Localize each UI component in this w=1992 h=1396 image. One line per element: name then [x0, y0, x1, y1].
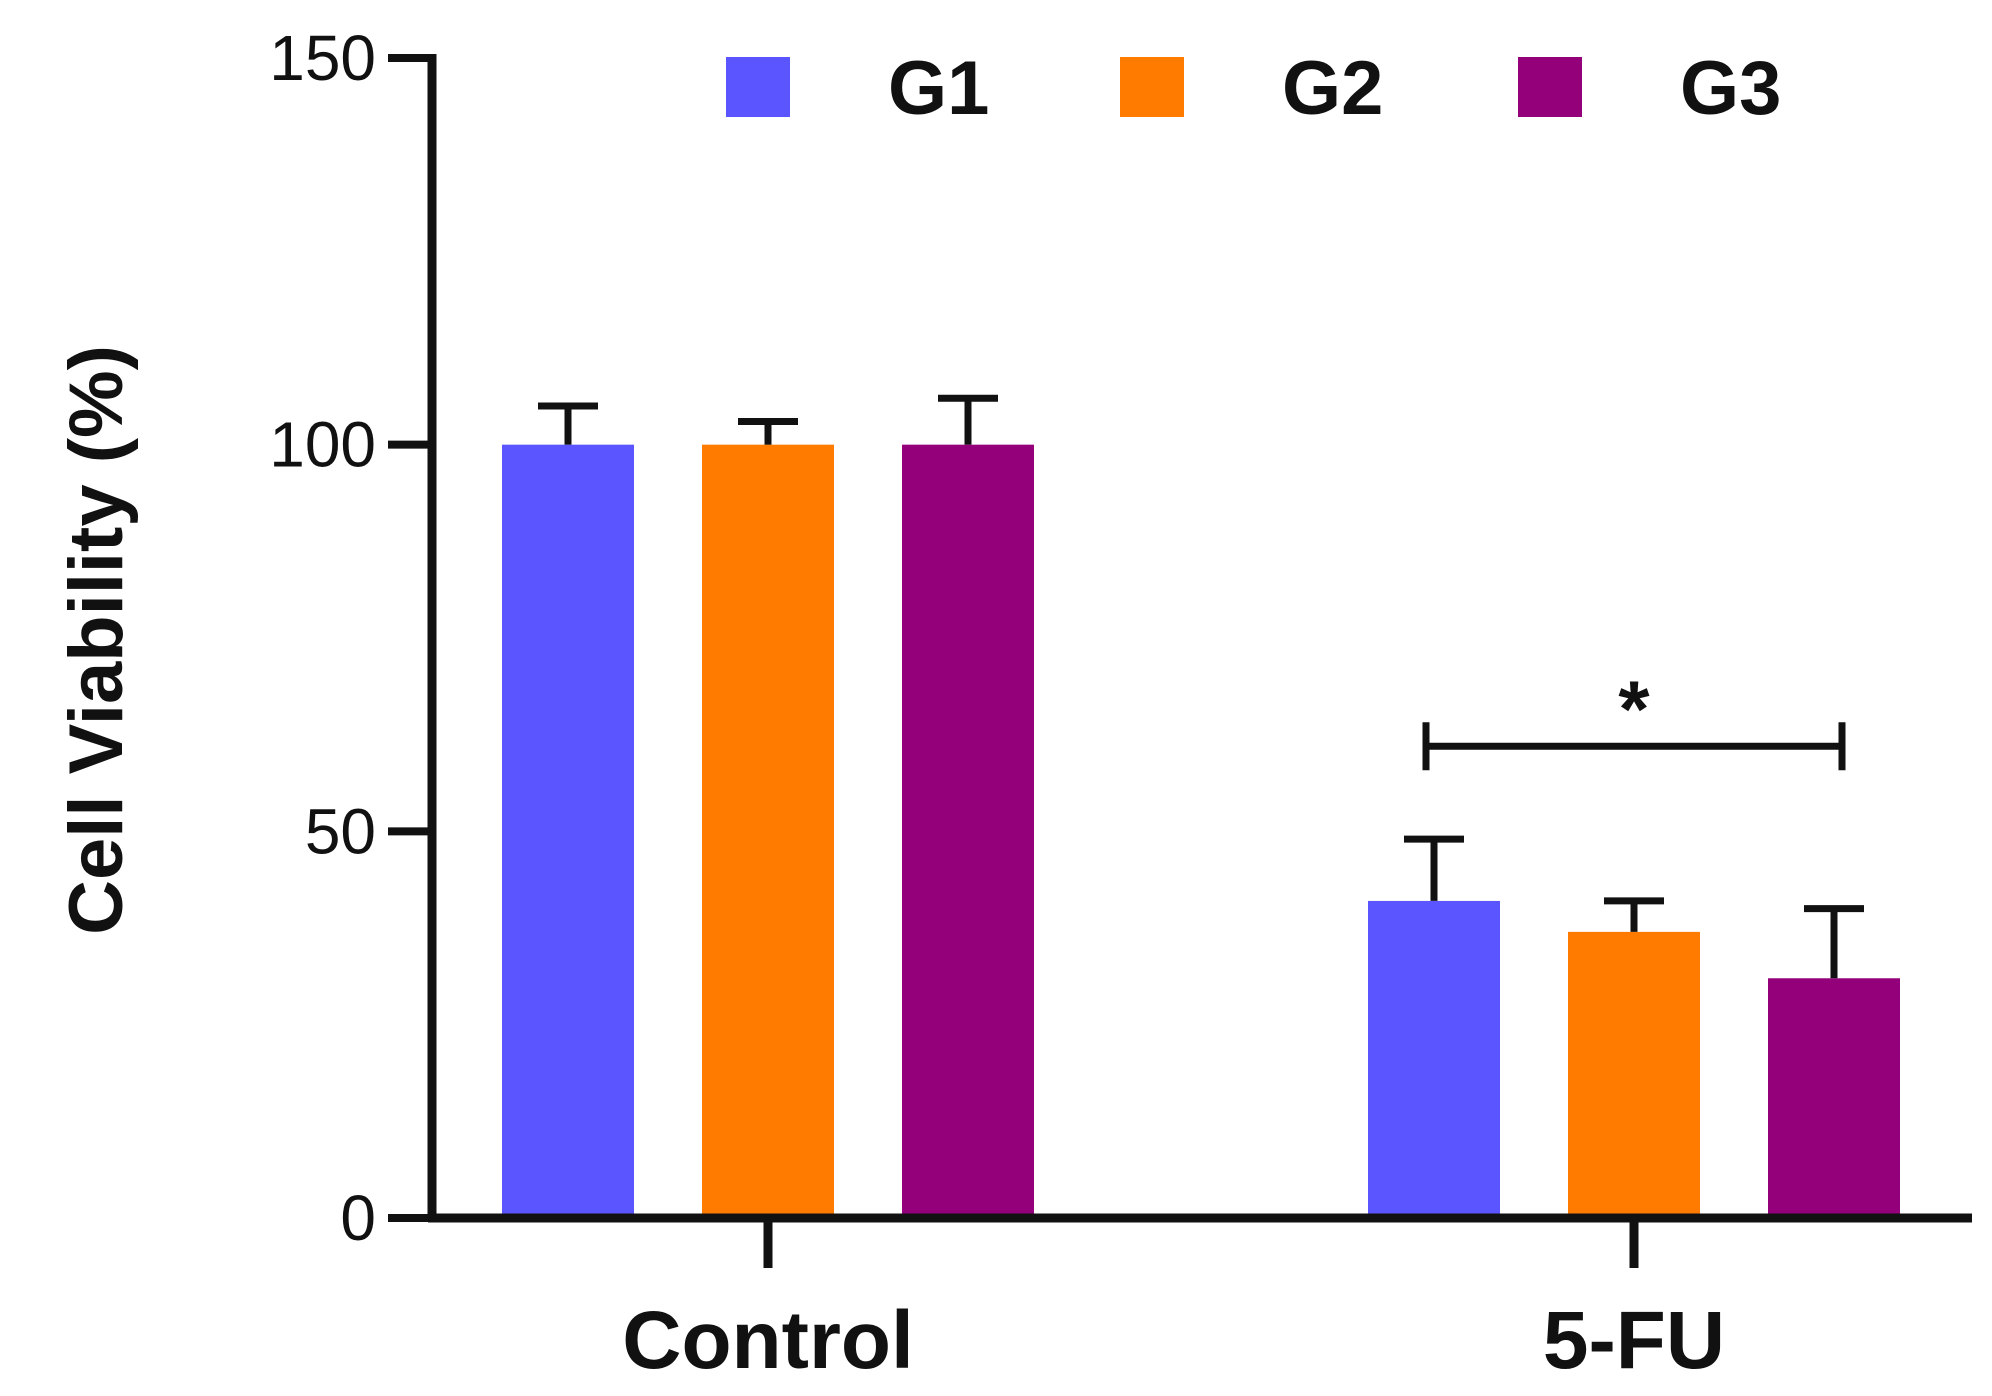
bar-g2-5-fu	[1568, 931, 1700, 1218]
bar-g3-5-fu	[1768, 978, 1900, 1218]
legend-label-g3: G3	[1680, 46, 1781, 131]
x-tick-label-5-fu: 5-FU	[1543, 1295, 1725, 1386]
y-axis-title: Cell Viability (%)	[54, 345, 139, 935]
legend-swatch-g1	[726, 57, 790, 117]
bar-g1-control	[502, 444, 634, 1219]
error-bars-layer	[538, 394, 1864, 979]
bar-g2-control	[702, 444, 834, 1219]
x-tick-label-control: Control	[622, 1295, 913, 1386]
annotations-layer: *	[1422, 664, 1846, 771]
axes-layer: 0 50 100 150 Control 5-FU	[269, 22, 1972, 1386]
y-tick-label-100: 100	[269, 409, 376, 481]
legend-swatch-g2	[1120, 57, 1184, 117]
y-tick-label-150: 150	[269, 22, 376, 94]
legend-label-g2: G2	[1282, 46, 1383, 131]
bars-layer	[502, 444, 1900, 1219]
bar-g3-control	[902, 444, 1034, 1219]
significance-label: *	[1618, 664, 1650, 753]
legend-label-g1: G1	[888, 46, 989, 131]
y-tick-label-0: 0	[340, 1182, 376, 1254]
y-tick-label-50: 50	[305, 795, 376, 867]
legend-swatch-g3	[1518, 57, 1582, 117]
bar-g1-5-fu	[1368, 900, 1500, 1218]
legend: G1 G2 G3	[726, 46, 1781, 131]
